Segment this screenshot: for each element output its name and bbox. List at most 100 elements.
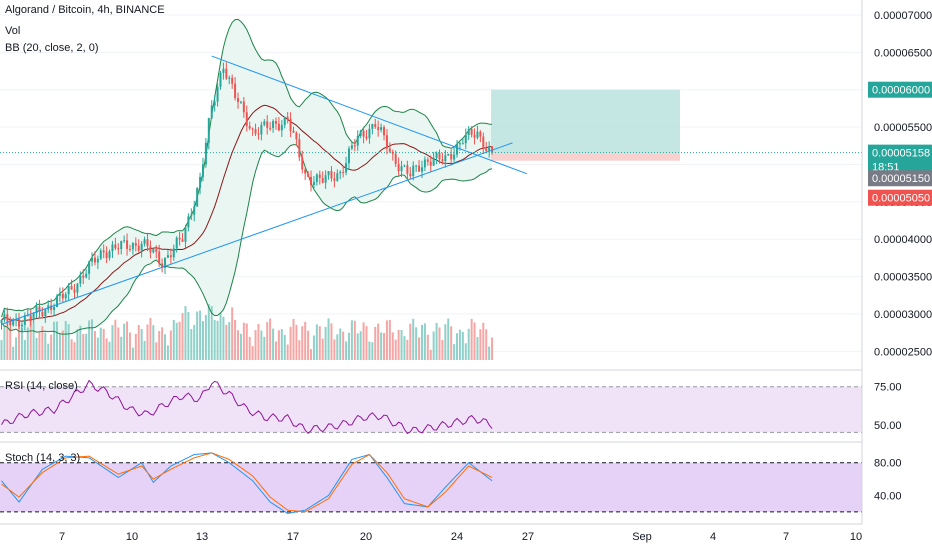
candle-body xyxy=(199,176,202,189)
candle-body xyxy=(315,174,318,182)
candle-body xyxy=(20,324,23,327)
volume-bar xyxy=(169,330,172,360)
candle-body xyxy=(458,143,461,145)
candle-body xyxy=(196,188,199,207)
candle-body xyxy=(371,124,374,129)
price-tick-label: 0.00002500 xyxy=(874,346,932,358)
volume-bar xyxy=(219,312,222,360)
volume-bar xyxy=(365,326,368,360)
volume-bar xyxy=(9,328,12,360)
candle-body xyxy=(210,105,213,119)
candle-body xyxy=(85,273,88,278)
candle-body xyxy=(79,275,82,284)
candle-body xyxy=(213,101,216,106)
candle-body xyxy=(245,112,248,127)
candle-body xyxy=(166,255,169,258)
volume-bar xyxy=(359,331,362,360)
volume-bar xyxy=(111,325,114,360)
volume-bar xyxy=(222,316,225,360)
volume-bar xyxy=(263,336,266,360)
rsi-line xyxy=(1,379,493,435)
volume-bar xyxy=(286,344,289,360)
candle-body xyxy=(397,163,400,172)
stop-zone[interactable] xyxy=(491,153,680,161)
candle-body xyxy=(488,146,491,151)
volume-bar xyxy=(181,313,184,360)
volume-bar xyxy=(479,329,482,360)
price-axis[interactable]: 0.00007000 0.00006500 0.00006000 0.00005500… xyxy=(861,0,932,524)
stoch-pane[interactable] xyxy=(0,452,862,514)
volume-bar xyxy=(70,339,73,360)
main-pane[interactable] xyxy=(0,14,862,443)
volume-bar xyxy=(64,320,67,360)
lower-trendline[interactable] xyxy=(1,142,513,325)
volume-bar xyxy=(464,343,467,360)
time-axis[interactable]: 7 10 13 17 20 24 27 Sep 4 7 10 xyxy=(0,523,862,543)
volume-bar xyxy=(371,342,374,360)
volume-bar xyxy=(85,333,88,360)
volume-bar xyxy=(330,323,333,360)
candle-body xyxy=(53,307,56,310)
volume-bar xyxy=(102,328,105,360)
volume-bar xyxy=(29,318,32,360)
bollinger-band-fill xyxy=(1,19,493,335)
candle-body xyxy=(423,159,426,168)
candle-body xyxy=(342,171,345,173)
candle-body xyxy=(242,101,245,113)
volume-bar xyxy=(374,326,377,360)
volume-bar xyxy=(400,329,403,360)
candle-body xyxy=(134,243,137,246)
volume-bar xyxy=(467,328,470,360)
candle-body xyxy=(432,157,435,166)
candle-body xyxy=(29,315,32,320)
volume-bar xyxy=(242,322,245,360)
target-zone[interactable] xyxy=(491,89,680,154)
candle-body xyxy=(55,295,58,308)
volume-bar xyxy=(336,334,339,360)
volume-bar xyxy=(210,305,213,360)
price-badge-label: 0.00005158 xyxy=(872,148,930,160)
volume-bar xyxy=(55,321,58,360)
candle-body xyxy=(377,127,380,130)
volume-bar xyxy=(269,318,272,360)
volume-bar xyxy=(251,346,254,360)
candle-body xyxy=(181,239,184,242)
candle-body xyxy=(32,313,35,320)
candle-body xyxy=(41,311,44,317)
candle-body xyxy=(131,243,134,250)
candle-body xyxy=(105,252,108,259)
candle-body xyxy=(441,159,444,162)
rsi-band xyxy=(0,386,862,433)
volume-bar xyxy=(383,333,386,360)
candle-body xyxy=(479,131,482,137)
bollinger-lower-line xyxy=(1,144,493,335)
rsi-pane[interactable] xyxy=(0,379,862,435)
candle-body xyxy=(23,315,26,325)
volume-bar xyxy=(67,324,70,360)
upper-trendline[interactable] xyxy=(211,55,528,175)
candle-body xyxy=(350,145,353,149)
volume-bar xyxy=(327,318,330,360)
price-tick-label: 0.00006500 xyxy=(874,47,932,59)
candle-body xyxy=(383,127,386,136)
volume-bar xyxy=(403,336,406,360)
volume-bar xyxy=(161,327,164,360)
candle-body xyxy=(473,134,476,138)
candle-body xyxy=(161,263,164,268)
candle-body xyxy=(345,163,348,173)
volume-bar xyxy=(117,327,120,360)
volume-bar xyxy=(204,315,207,360)
time-tick-label: 17 xyxy=(287,531,299,543)
volume-bar xyxy=(47,343,50,360)
volume-bar xyxy=(58,333,61,360)
candle-body xyxy=(415,165,418,167)
price-badge xyxy=(868,170,932,187)
candle-body xyxy=(310,176,313,186)
volume-bar xyxy=(385,320,388,360)
volume-bar xyxy=(470,318,473,360)
candle-body xyxy=(137,245,140,251)
volume-bar xyxy=(315,324,318,360)
candle-body xyxy=(420,167,423,172)
candle-body xyxy=(187,216,190,228)
